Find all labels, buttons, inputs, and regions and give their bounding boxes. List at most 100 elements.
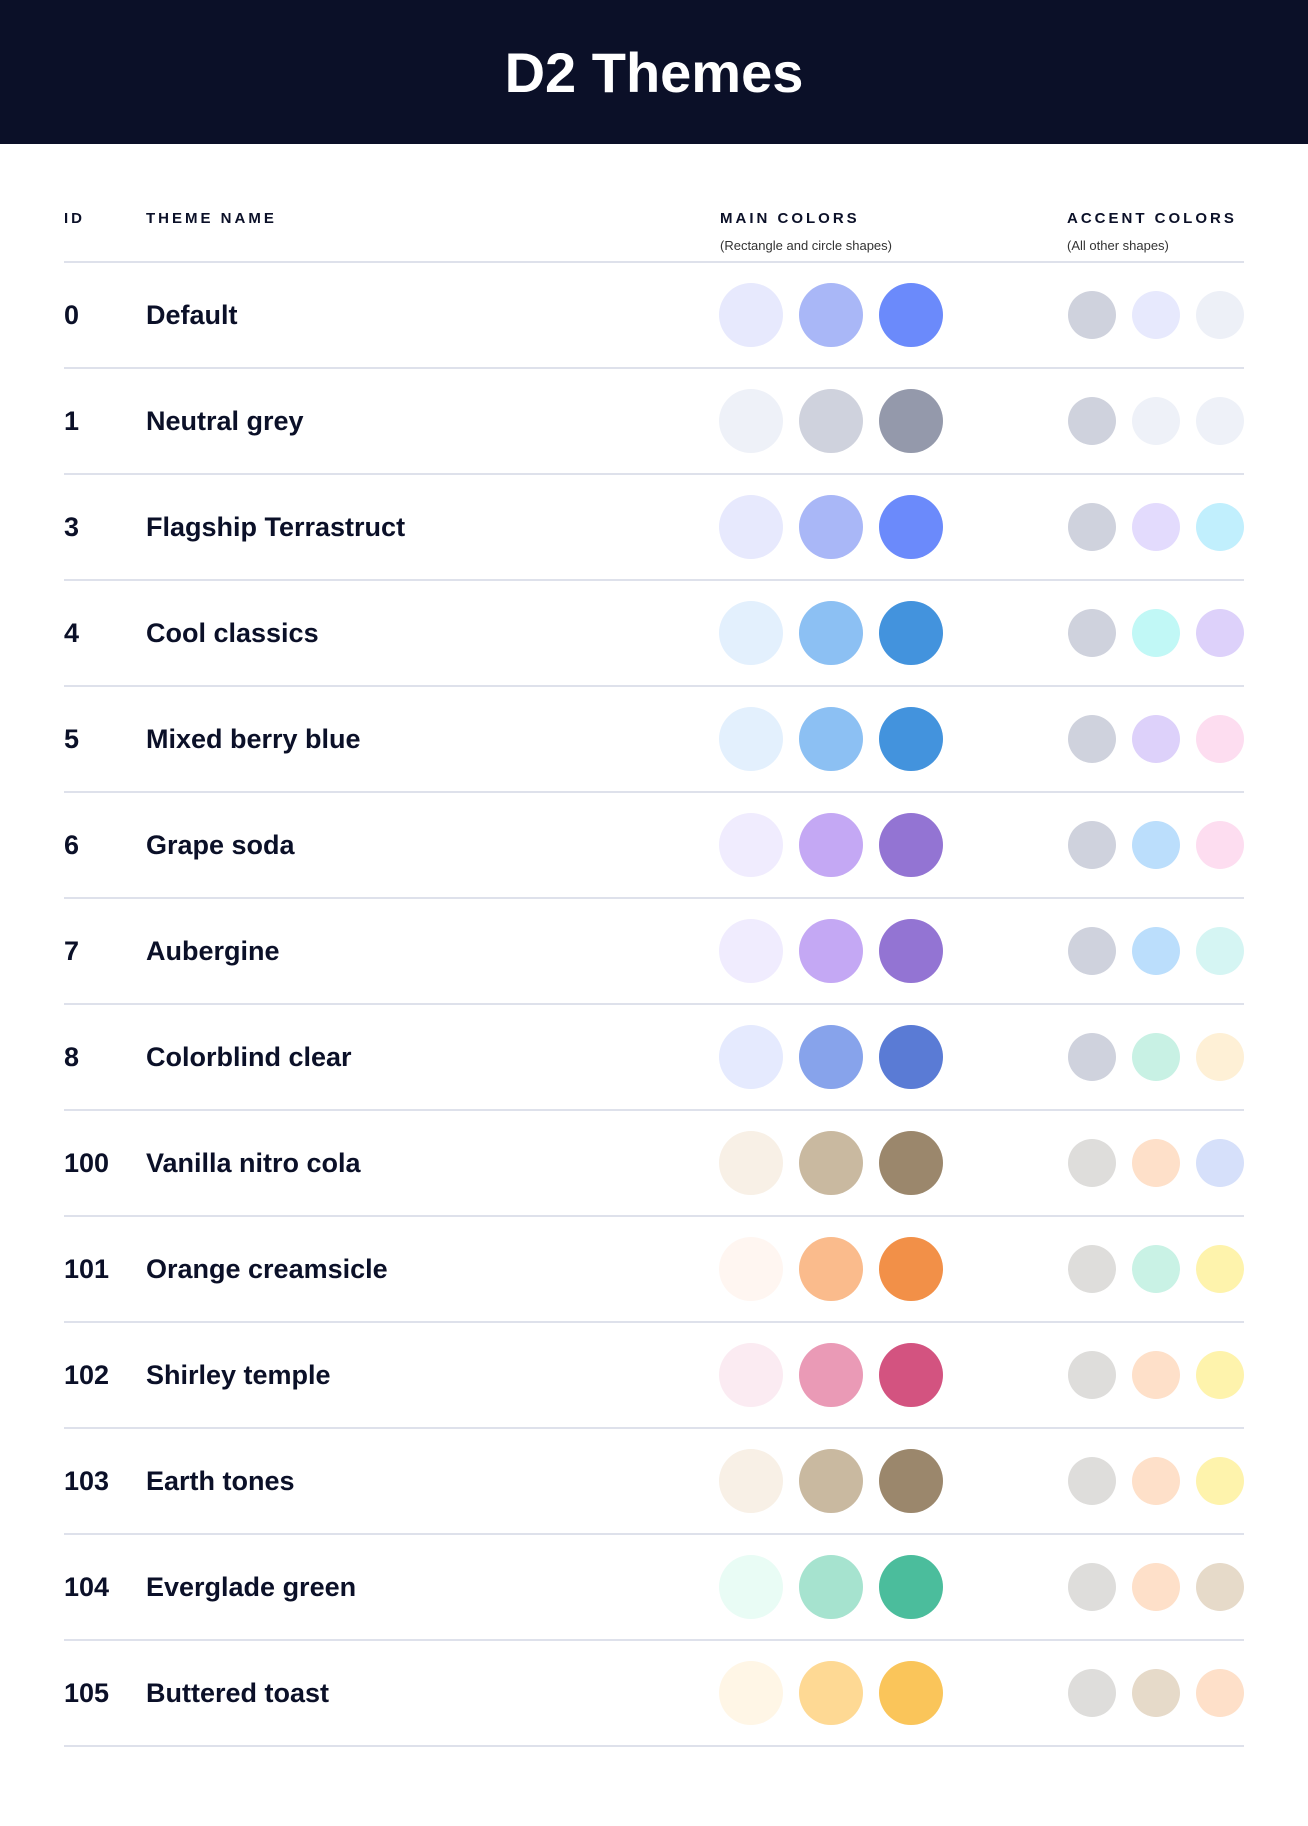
main-colors bbox=[719, 1661, 943, 1725]
main-colors bbox=[719, 1555, 943, 1619]
theme-id: 100 bbox=[64, 1148, 110, 1178]
accent-color-swatch bbox=[1132, 503, 1180, 551]
page-title: D2 Themes bbox=[504, 40, 804, 104]
table-row: 0 Default bbox=[64, 263, 1244, 369]
main-color-swatch bbox=[879, 601, 943, 665]
header-accent-colors: ACCENT COLORS (All other shapes) bbox=[1067, 210, 1237, 253]
main-color-swatch bbox=[799, 1661, 863, 1725]
accent-colors bbox=[1068, 1139, 1244, 1187]
accent-color-swatch bbox=[1068, 291, 1116, 339]
main-color-swatch bbox=[799, 389, 863, 453]
accent-color-swatch bbox=[1196, 1351, 1244, 1399]
main-color-swatch bbox=[719, 1555, 783, 1619]
main-color-swatch bbox=[799, 495, 863, 559]
accent-colors bbox=[1068, 1669, 1244, 1717]
accent-colors bbox=[1068, 503, 1244, 551]
accent-colors bbox=[1068, 1245, 1244, 1293]
main-color-swatch bbox=[879, 1449, 943, 1513]
table-row: 5 Mixed berry blue bbox=[64, 687, 1244, 793]
main-color-swatch bbox=[879, 813, 943, 877]
header-accent-colors-subtitle: (All other shapes) bbox=[1067, 238, 1169, 253]
theme-name: Earth tones bbox=[146, 1466, 295, 1496]
main-color-swatch bbox=[799, 1237, 863, 1301]
theme-id: 0 bbox=[64, 300, 80, 330]
accent-colors bbox=[1068, 291, 1244, 339]
accent-color-swatch bbox=[1132, 1245, 1180, 1293]
theme-id: 4 bbox=[64, 618, 80, 648]
header-banner: D2 Themes bbox=[0, 0, 1308, 144]
header-theme-name: THEME NAME bbox=[146, 210, 277, 227]
accent-colors bbox=[1068, 1563, 1244, 1611]
table-row: 101 Orange creamsicle bbox=[64, 1217, 1244, 1323]
accent-color-swatch bbox=[1196, 503, 1244, 551]
accent-colors bbox=[1068, 397, 1244, 445]
main-colors bbox=[719, 1237, 943, 1301]
main-colors bbox=[719, 1343, 943, 1407]
table-row: 105 Buttered toast bbox=[64, 1641, 1244, 1747]
accent-color-swatch bbox=[1068, 609, 1116, 657]
main-color-swatch bbox=[799, 1449, 863, 1513]
table-row: 4 Cool classics bbox=[64, 581, 1244, 687]
theme-id: 3 bbox=[64, 512, 80, 542]
table-row: 103 Earth tones bbox=[64, 1429, 1244, 1535]
theme-name: Cool classics bbox=[146, 618, 319, 648]
main-color-swatch bbox=[719, 813, 783, 877]
accent-colors bbox=[1068, 715, 1244, 763]
theme-name: Buttered toast bbox=[146, 1678, 330, 1708]
accent-color-swatch bbox=[1196, 1669, 1244, 1717]
main-color-swatch bbox=[879, 495, 943, 559]
main-color-swatch bbox=[799, 919, 863, 983]
accent-colors bbox=[1068, 1457, 1244, 1505]
accent-color-swatch bbox=[1068, 1351, 1116, 1399]
header-main-colors-label: MAIN COLORS bbox=[720, 210, 860, 227]
main-colors bbox=[719, 495, 943, 559]
main-color-swatch bbox=[719, 1237, 783, 1301]
main-color-swatch bbox=[879, 1131, 943, 1195]
theme-id: 1 bbox=[64, 406, 80, 436]
table-row: 1 Neutral grey bbox=[64, 369, 1244, 475]
main-color-swatch bbox=[719, 495, 783, 559]
theme-id: 101 bbox=[64, 1254, 110, 1284]
accent-color-swatch bbox=[1196, 1245, 1244, 1293]
main-color-swatch bbox=[799, 1131, 863, 1195]
main-color-swatch bbox=[799, 1025, 863, 1089]
theme-name: Mixed berry blue bbox=[146, 724, 361, 754]
accent-color-swatch bbox=[1132, 609, 1180, 657]
accent-color-swatch bbox=[1068, 1563, 1116, 1611]
main-color-swatch bbox=[879, 1555, 943, 1619]
main-color-swatch bbox=[719, 1343, 783, 1407]
accent-color-swatch bbox=[1196, 1139, 1244, 1187]
main-color-swatch bbox=[719, 283, 783, 347]
accent-color-swatch bbox=[1132, 715, 1180, 763]
theme-id: 105 bbox=[64, 1678, 110, 1708]
main-color-swatch bbox=[799, 1343, 863, 1407]
accent-color-swatch bbox=[1132, 1669, 1180, 1717]
table-row: 102 Shirley temple bbox=[64, 1323, 1244, 1429]
theme-name: Orange creamsicle bbox=[146, 1254, 388, 1284]
main-color-swatch bbox=[719, 919, 783, 983]
themes-table: ID THEME NAME MAIN COLORS (Rectangle and… bbox=[64, 206, 1244, 1747]
theme-name: Default bbox=[146, 300, 238, 330]
accent-color-swatch bbox=[1068, 503, 1116, 551]
main-colors bbox=[719, 389, 943, 453]
theme-id: 5 bbox=[64, 724, 80, 754]
theme-name: Vanilla nitro cola bbox=[146, 1148, 361, 1178]
accent-colors bbox=[1068, 821, 1244, 869]
accent-color-swatch bbox=[1132, 821, 1180, 869]
table-row: 100 Vanilla nitro cola bbox=[64, 1111, 1244, 1217]
main-color-swatch bbox=[879, 1661, 943, 1725]
header-id: ID bbox=[64, 210, 85, 227]
accent-color-swatch bbox=[1196, 927, 1244, 975]
main-colors bbox=[719, 707, 943, 771]
accent-color-swatch bbox=[1132, 1139, 1180, 1187]
main-color-swatch bbox=[879, 919, 943, 983]
theme-id: 6 bbox=[64, 830, 80, 860]
main-color-swatch bbox=[799, 283, 863, 347]
table-row: 6 Grape soda bbox=[64, 793, 1244, 899]
table-body: 0 Default 1 Neutral grey 3 Flagship Terr… bbox=[64, 263, 1244, 1747]
accent-colors bbox=[1068, 609, 1244, 657]
accent-color-swatch bbox=[1068, 397, 1116, 445]
main-color-swatch bbox=[879, 283, 943, 347]
theme-name: Everglade green bbox=[146, 1572, 357, 1602]
main-colors bbox=[719, 919, 943, 983]
